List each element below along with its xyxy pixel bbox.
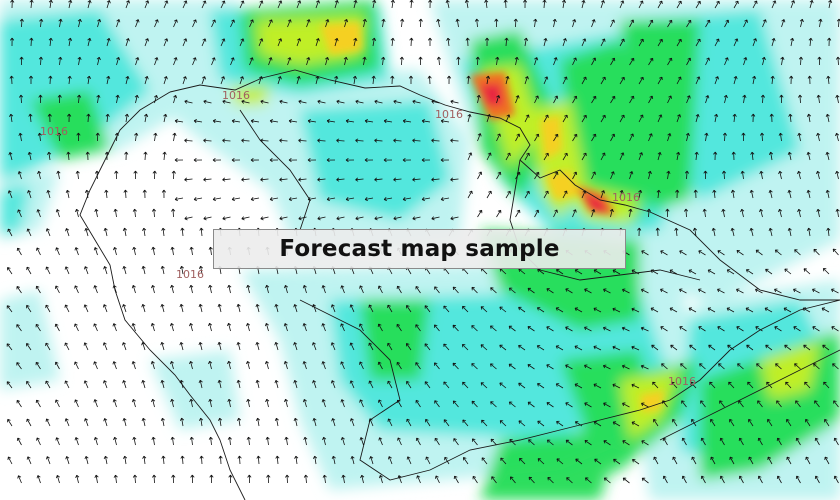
wind-speed-hotspots <box>320 22 665 412</box>
overlay-title: Forecast map sample <box>279 236 560 262</box>
isobar-label: 1016 <box>222 89 250 102</box>
overlay-banner: Forecast map sample <box>213 229 626 269</box>
isobar-label: 1016 <box>176 268 204 281</box>
country-borders <box>79 69 840 500</box>
isobar-label: 1016 <box>668 375 696 388</box>
isobar-label: 1016 <box>40 125 68 138</box>
isobar-labels: 1016 1016 1016 1016 1016 1016 <box>40 89 696 388</box>
isobar-label: 1016 <box>435 108 463 121</box>
isobar-label: 1016 <box>612 191 640 204</box>
